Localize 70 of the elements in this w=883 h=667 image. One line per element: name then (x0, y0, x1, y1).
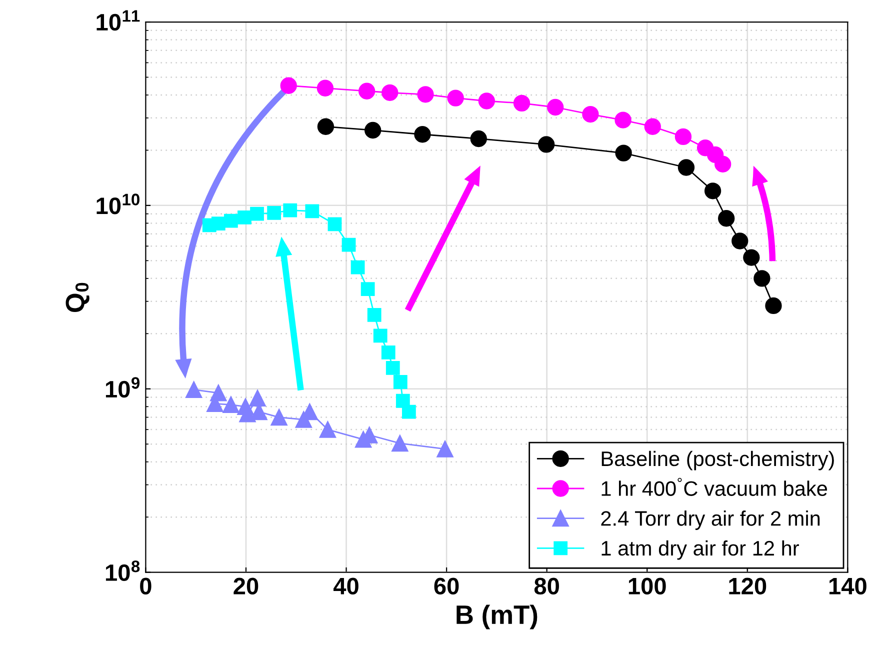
point (513, 94, 530, 112)
legend-label: Baseline (post-chemistry) (602, 450, 834, 470)
point (250, 206, 264, 221)
y-tick-label: 10$^{10}$ (96, 194, 140, 214)
x-tick-label: 60 (434, 578, 459, 594)
point (283, 203, 298, 218)
point (470, 130, 487, 148)
x-tick-label: 80 (534, 578, 559, 594)
point (547, 98, 564, 116)
point (249, 390, 266, 406)
y-tick-label: 10$^{9}$ (106, 377, 140, 398)
point (765, 297, 782, 314)
point (396, 394, 410, 408)
point (615, 144, 632, 162)
y-tick-label: 10$^{11}$ (96, 10, 140, 31)
point (674, 128, 692, 146)
point (582, 106, 599, 123)
point (373, 328, 388, 343)
point (224, 214, 238, 228)
point (402, 404, 416, 419)
point (754, 270, 770, 287)
point (364, 122, 382, 139)
point (342, 238, 356, 252)
point (436, 440, 454, 458)
point (270, 408, 288, 426)
point (211, 216, 226, 230)
point (305, 204, 320, 218)
x-tick-label: 120 (729, 578, 766, 594)
point (414, 126, 431, 143)
point (417, 86, 434, 103)
point (478, 92, 495, 110)
point (386, 361, 400, 375)
point (280, 77, 297, 94)
x-tick-label: 0 (140, 578, 152, 594)
point (222, 396, 240, 414)
point (732, 232, 748, 250)
y-axis-title: Q$_{0}$ (66, 282, 90, 312)
point (382, 84, 398, 101)
point (393, 375, 408, 389)
point (644, 118, 661, 135)
x-tick-label: 40 (333, 578, 358, 594)
point (704, 182, 722, 200)
point (392, 434, 408, 452)
point (358, 82, 376, 100)
point (714, 156, 732, 172)
point (447, 90, 464, 106)
legend-label: 2.4 Torr dry air for 2 min (601, 510, 820, 530)
point (743, 249, 760, 266)
x-axis-title: B (mT) (456, 604, 538, 630)
point (678, 159, 695, 176)
y-tick-label: 10$^{8}$ (106, 560, 140, 582)
point (367, 308, 382, 322)
x-tick-label: 100 (628, 578, 666, 594)
point (328, 217, 342, 232)
point (538, 136, 555, 153)
legend-label: 1 atm dry air for 12 hr (602, 540, 799, 560)
point (614, 112, 632, 128)
point (350, 260, 365, 274)
point (317, 118, 334, 135)
point (316, 80, 334, 96)
x-tick-label: 20 (234, 578, 258, 594)
point (185, 381, 202, 398)
point (381, 345, 396, 360)
point (267, 206, 282, 220)
legend-label: 1 hr 400$^{°}$C vacuum bake (602, 478, 828, 496)
point (319, 421, 336, 438)
point (238, 210, 252, 224)
point (718, 210, 735, 227)
x-tick-label: 140 (829, 578, 866, 594)
point (360, 282, 375, 296)
